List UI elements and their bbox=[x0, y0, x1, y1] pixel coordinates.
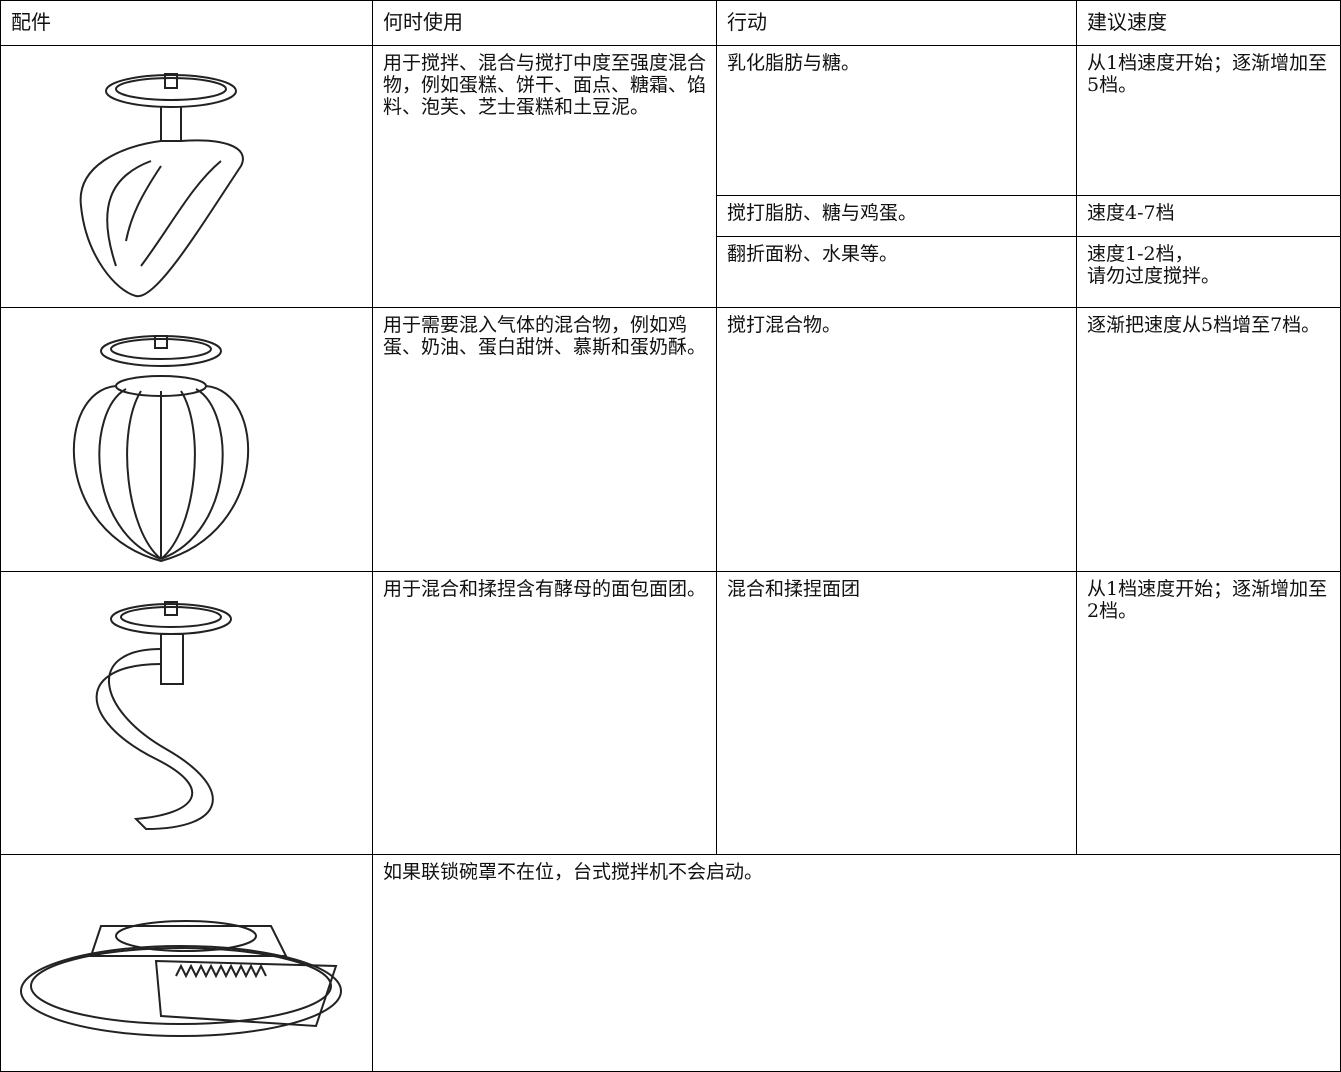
image-cell bbox=[1, 46, 373, 308]
speed-cell: 从1档速度开始；逐渐增加至2档。 bbox=[1077, 572, 1341, 855]
when-cell: 用于需要混入气体的混合物，例如鸡蛋、奶油、蛋白甜饼、慕斯和蛋奶酥。 bbox=[373, 308, 717, 572]
when-cell: 用于搅拌、混合与搅打中度至强度混合物，例如蛋糕、饼干、面点、糖霜、馅料、泡芙、芝… bbox=[373, 46, 717, 308]
action-cell: 翻折面粉、水果等。 bbox=[717, 237, 1077, 308]
header-cell: 何时使用 bbox=[373, 1, 717, 46]
speed-cell: 速度4-7档 bbox=[1077, 196, 1341, 237]
image-cell bbox=[1, 572, 373, 855]
bowl-guard-illustration bbox=[20, 920, 342, 1037]
when-cell: 用于混合和揉捏含有酵母的面包面团。 bbox=[373, 572, 717, 855]
note-cell: 如果联锁碗罩不在位，台式搅拌机不会启动。 bbox=[373, 855, 1341, 1072]
image-cell bbox=[1, 308, 373, 572]
action-cell: 混合和揉捏面团 bbox=[717, 572, 1077, 855]
action-cell: 搅打脂肪、糖与鸡蛋。 bbox=[717, 196, 1077, 237]
dough-hook-illustration bbox=[95, 601, 232, 831]
header-cell: 行动 bbox=[717, 1, 1077, 46]
action-cell: 搅打混合物。 bbox=[717, 308, 1077, 572]
wire-whip-illustration bbox=[72, 335, 250, 563]
header-cell: 建议速度 bbox=[1077, 1, 1341, 46]
image-cell bbox=[1, 855, 373, 1072]
action-cell: 乳化脂肪与糖。 bbox=[717, 46, 1077, 196]
header-cell: 配件 bbox=[1, 1, 373, 46]
flat-beater-illustration bbox=[79, 73, 244, 298]
speed-cell: 从1档速度开始；逐渐增加至5档。 bbox=[1077, 46, 1341, 196]
speed-cell: 速度1-2档， 请勿过度搅拌。 bbox=[1077, 237, 1341, 308]
speed-cell: 逐渐把速度从5档增至7档。 bbox=[1077, 308, 1341, 572]
